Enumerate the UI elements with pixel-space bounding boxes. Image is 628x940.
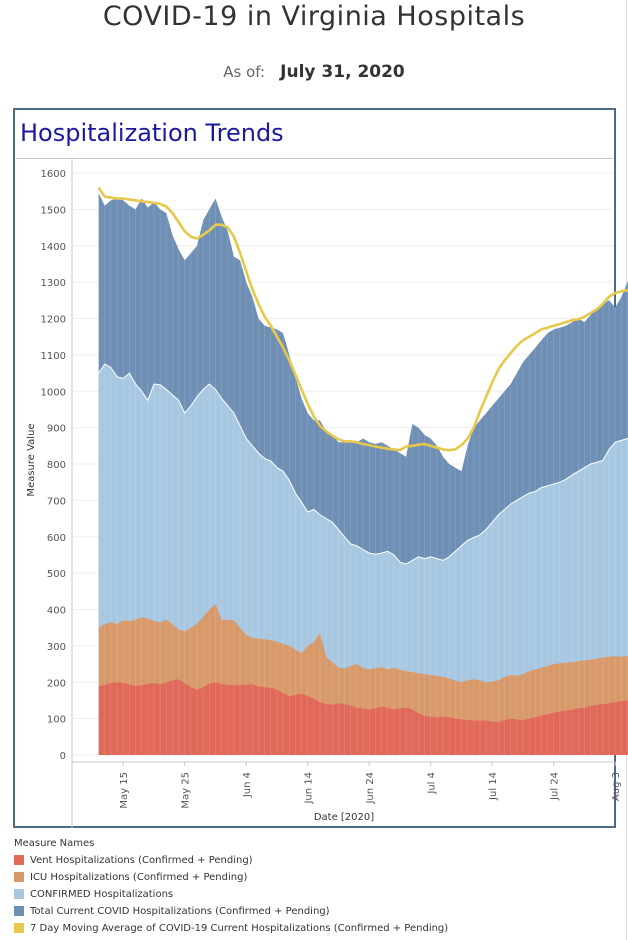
x-tick-label: Jul 14	[488, 772, 499, 801]
legend-swatch	[14, 923, 24, 933]
y-tick-label: 100	[47, 715, 66, 726]
as-of-date: July 31, 2020	[280, 62, 405, 82]
y-tick-label: 400	[47, 606, 66, 617]
x-tick-label: May 25	[181, 772, 192, 809]
chart-title: Hospitalization Trends	[20, 119, 284, 147]
y-tick-label: 1100	[41, 351, 66, 362]
y-tick-label: 700	[47, 496, 66, 507]
y-tick-label: 1300	[41, 278, 66, 289]
legend-swatch	[14, 872, 24, 882]
legend-label: ICU Hospitalizations (Confirmed + Pendin…	[30, 872, 248, 883]
as-of-label: As of:	[223, 63, 266, 81]
y-tick-label: 1200	[41, 315, 66, 326]
y-tick-label: 1400	[41, 242, 66, 253]
legend-item[interactable]: Vent Hospitalizations (Confirmed + Pendi…	[14, 852, 448, 869]
x-tick-label: Jun 4	[242, 772, 253, 798]
page-title: COVID-19 in Virginia Hospitals	[102, 1, 526, 32]
y-tick-label: 300	[47, 642, 66, 653]
legend-label: CONFIRMED Hospitalizations	[30, 889, 174, 900]
y-tick-label: 1600	[41, 169, 66, 180]
legend-title: Measure Names	[14, 838, 95, 849]
legend-item[interactable]: ICU Hospitalizations (Confirmed + Pendin…	[14, 869, 448, 886]
legend-swatch	[14, 889, 24, 899]
x-tick-label: Jun 24	[365, 772, 376, 805]
chart-title-bar: Hospitalization Trends	[16, 111, 613, 159]
y-axis-title: Measure Value	[26, 423, 37, 496]
x-tick-label: Jul 24	[550, 772, 561, 801]
series-moving-average-line	[97, 186, 628, 452]
x-tick-label: Jul 4	[427, 772, 438, 795]
legend-item[interactable]: CONFIRMED Hospitalizations	[14, 886, 448, 903]
y-tick-label: 1500	[41, 205, 66, 216]
as-of-row: As of: July 31, 2020	[0, 62, 628, 82]
y-tick-label: 0	[60, 751, 66, 762]
legend-swatch	[14, 855, 24, 865]
y-tick-label: 600	[47, 533, 66, 544]
x-axis-title: Date [2020]	[314, 812, 374, 823]
x-tick-label: Aug 3	[611, 772, 622, 801]
x-tick-label: May 15	[119, 772, 130, 809]
legend-label: Total Current COVID Hospitalizations (Co…	[30, 906, 330, 917]
legend: Measure Names Vent Hospitalizations (Con…	[14, 838, 448, 937]
legend-item[interactable]: 7 Day Moving Average of COVID-19 Current…	[14, 920, 448, 937]
x-tick-label: Jun 14	[304, 772, 315, 805]
y-tick-label: 200	[47, 678, 66, 689]
legend-item[interactable]: Total Current COVID Hospitalizations (Co…	[14, 903, 448, 920]
legend-swatch	[14, 906, 24, 916]
y-tick-label: 800	[47, 460, 66, 471]
series-vent-area	[98, 679, 628, 755]
y-tick-label: 500	[47, 569, 66, 580]
y-tick-label: 900	[47, 424, 66, 435]
y-tick-label: 1000	[41, 387, 66, 398]
series-confirmed-edge	[98, 363, 628, 565]
legend-label: 7 Day Moving Average of COVID-19 Current…	[30, 923, 449, 934]
legend-label: Vent Hospitalizations (Confirmed + Pendi…	[30, 855, 253, 866]
